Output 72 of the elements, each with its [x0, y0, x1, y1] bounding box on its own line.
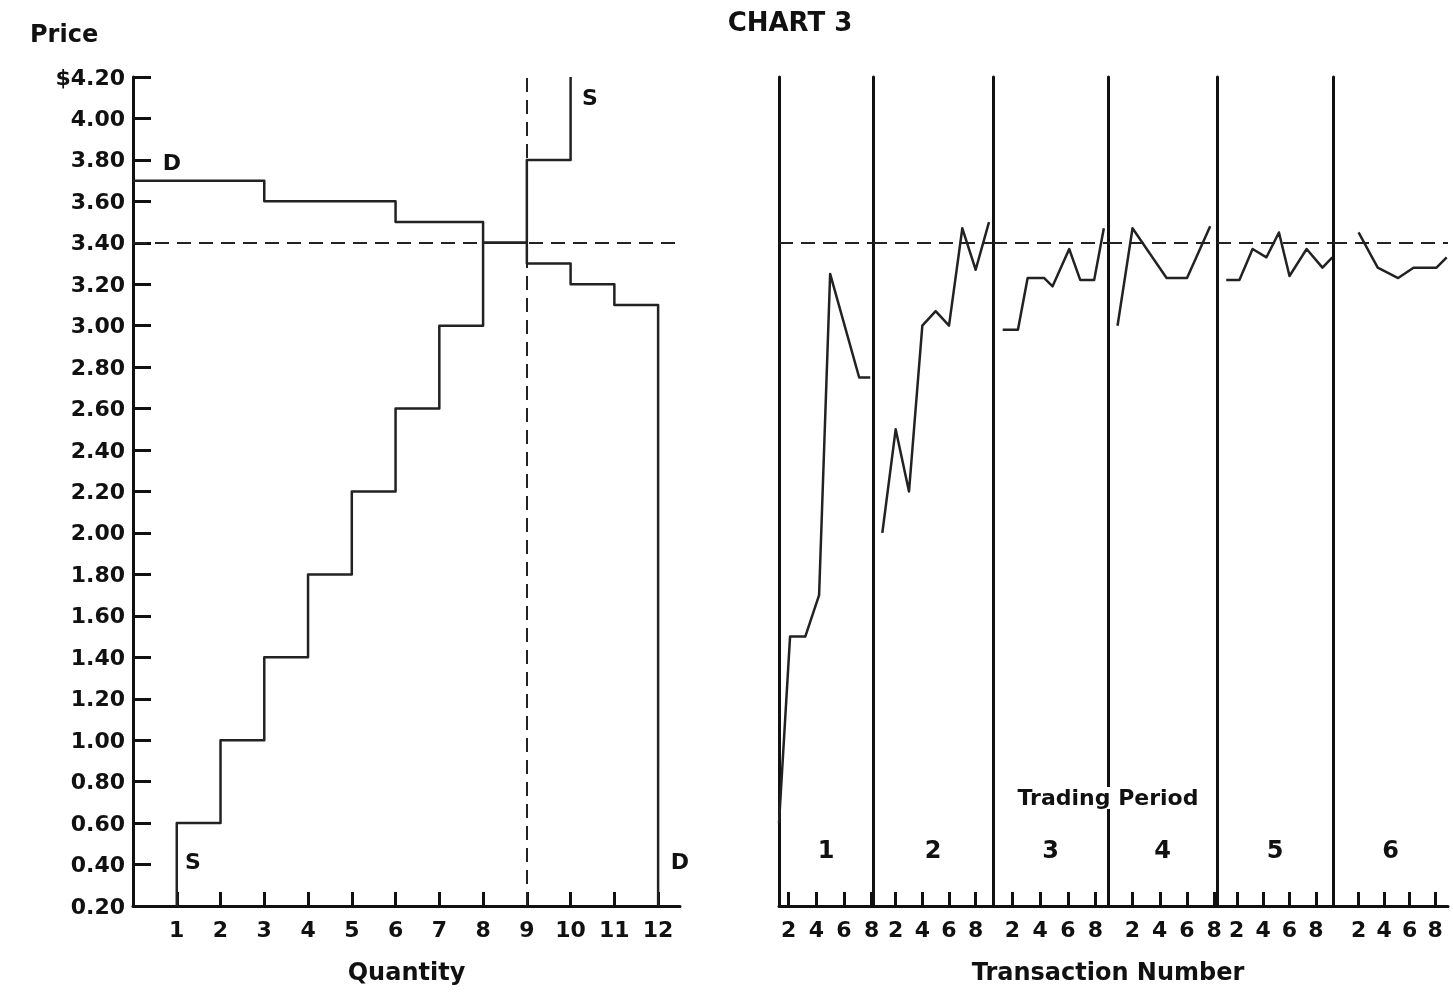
x-tick-label: 6 — [1402, 916, 1418, 942]
x-tick-label: 2 — [1124, 916, 1141, 942]
annotation: 5 — [1266, 836, 1284, 864]
y-tick-label: 3.40 — [70, 230, 125, 256]
x-tick-label: 8 — [863, 916, 880, 942]
annotation: S — [582, 85, 598, 110]
x-tick-label: 8 — [1087, 916, 1104, 942]
x-tick-label: 8 — [1427, 916, 1443, 942]
x-tick-label: 2 — [781, 916, 797, 942]
x-tick-label: 4 — [914, 916, 930, 942]
annotation: D — [670, 849, 690, 874]
x-tick-label: 2 — [1350, 916, 1367, 942]
x-tick-label: 10 — [555, 916, 586, 942]
y-tick-label: 0.40 — [70, 852, 125, 878]
x-tick-label: 4 — [300, 916, 316, 942]
x-tick-label: 4 — [1255, 916, 1271, 942]
x-tick-label: 2 — [212, 916, 229, 942]
y-tick-label: 3.20 — [70, 271, 125, 297]
x-tick-label: 6 — [836, 916, 852, 942]
y-tick-label: 3.60 — [70, 188, 125, 214]
x-tick-label: 2 — [1004, 916, 1021, 942]
x-axis-title: Quantity — [347, 958, 466, 986]
x-tick-label: 5 — [344, 916, 360, 942]
annotation: 6 — [1382, 836, 1399, 864]
y-tick-label: 1.20 — [70, 686, 125, 712]
annotation: 4 — [1154, 836, 1171, 864]
y-axis-title: Price — [30, 20, 99, 48]
x-tick-label: 4 — [808, 916, 824, 942]
y-tick-label: 2.80 — [70, 354, 125, 380]
x-tick-label: 6 — [1281, 916, 1298, 942]
annotation: D — [162, 150, 182, 175]
annotation: Trading Period — [1015, 785, 1201, 810]
x-tick-label: 4 — [1032, 916, 1048, 942]
y-tick-label: 1.00 — [70, 727, 125, 753]
x-tick-label: 6 — [1060, 916, 1076, 942]
y-tick-label: 1.40 — [70, 644, 125, 670]
x-tick-label: 2 — [1229, 916, 1245, 942]
x-tick-label: 2 — [888, 916, 904, 942]
x-axis-title: Transaction Number — [971, 958, 1245, 986]
y-tick-label: 3.00 — [70, 313, 125, 339]
y-tick-label: 1.60 — [70, 603, 125, 629]
x-tick-label: 6 — [1179, 916, 1195, 942]
y-tick-label: 3.80 — [70, 147, 125, 173]
chart-title: CHART 3 — [727, 7, 853, 37]
x-tick-label: 7 — [431, 916, 447, 942]
x-tick-label: 12 — [642, 916, 674, 942]
annotation: 2 — [924, 836, 942, 864]
x-tick-label: 1 — [169, 916, 185, 942]
annotation: 1 — [817, 836, 835, 864]
y-tick-label: 2.40 — [70, 437, 125, 463]
y-tick-label: 2.00 — [70, 520, 125, 546]
x-tick-label: 4 — [1152, 916, 1168, 942]
annotation: S — [185, 849, 201, 874]
x-tick-label: 8 — [1308, 916, 1324, 942]
y-tick-label: 2.20 — [70, 479, 125, 504]
x-tick-label: 8 — [475, 916, 491, 942]
x-tick-label: 11 — [599, 916, 630, 942]
x-tick-label: 3 — [256, 916, 272, 942]
y-tick-label: 0.20 — [70, 893, 125, 919]
x-tick-label: 9 — [519, 916, 535, 942]
x-tick-label: 6 — [941, 916, 957, 942]
y-tick-label: 0.80 — [70, 769, 125, 795]
x-tick-label: 4 — [1376, 916, 1392, 942]
x-tick-label: 8 — [1206, 916, 1222, 942]
annotation: 3 — [1042, 836, 1059, 864]
x-tick-label: 6 — [387, 916, 404, 942]
y-tick-label: 1.80 — [70, 561, 125, 587]
y-tick-label: 4.00 — [70, 105, 125, 131]
x-tick-label: 8 — [968, 916, 984, 942]
y-tick-label: 0.60 — [70, 810, 125, 836]
y-tick-label: 2.60 — [70, 396, 125, 422]
y-tick-label: $4.20 — [55, 64, 125, 90]
